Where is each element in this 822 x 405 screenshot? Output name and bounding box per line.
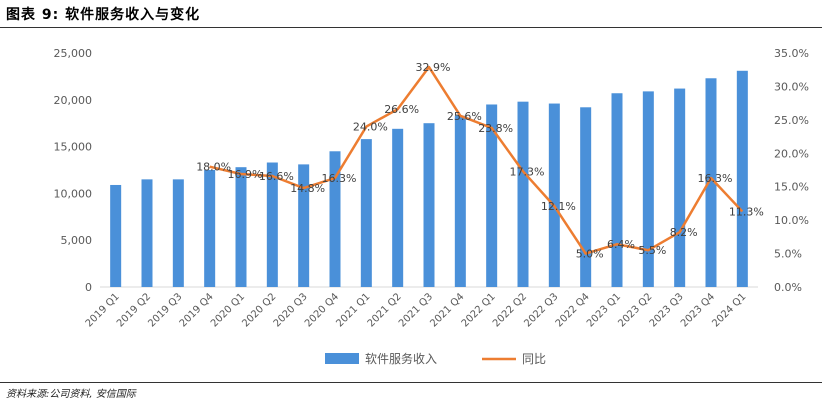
yoy-line bbox=[209, 65, 744, 255]
yoy-data-label: 25.6% bbox=[447, 110, 482, 123]
yoy-data-label: 14.8% bbox=[290, 182, 325, 195]
revenue-bar bbox=[642, 91, 654, 287]
yoy-data-label: 26.6% bbox=[384, 103, 419, 116]
revenue-bar bbox=[298, 164, 310, 287]
revenue-bar bbox=[580, 107, 592, 288]
revenue-bar bbox=[141, 179, 153, 287]
yoy-data-label: 18.0% bbox=[196, 161, 231, 174]
left-axis-tick: 25,000 bbox=[54, 47, 93, 60]
yoy-data-label: 16.3% bbox=[698, 172, 733, 185]
right-axis-tick: 5.0% bbox=[774, 248, 802, 261]
yoy-data-label: 5.0% bbox=[576, 248, 604, 261]
revenue-bar bbox=[266, 162, 278, 287]
yoy-data-label: 12.1% bbox=[541, 200, 576, 213]
title-divider bbox=[0, 27, 822, 28]
revenue-bar bbox=[736, 70, 748, 287]
revenue-bar bbox=[705, 78, 717, 287]
left-axis-tick: 10,000 bbox=[54, 187, 93, 200]
right-axis-tick: 25.0% bbox=[774, 114, 809, 127]
revenue-bar bbox=[204, 170, 216, 287]
yoy-data-label: 23.8% bbox=[478, 122, 513, 135]
yoy-data-label: 8.2% bbox=[670, 226, 698, 239]
yoy-data-label: 6.4% bbox=[607, 238, 635, 251]
yoy-data-label: 5.5% bbox=[638, 244, 666, 257]
right-axis-tick: 10.0% bbox=[774, 214, 809, 227]
yoy-data-label: 32.9% bbox=[416, 61, 451, 74]
yoy-data-label: 17.3% bbox=[510, 165, 545, 178]
revenue-bar bbox=[548, 103, 560, 287]
revenue-bar bbox=[517, 101, 529, 287]
revenue-bar bbox=[454, 115, 466, 287]
revenue-bar bbox=[329, 151, 341, 287]
right-axis-tick: 0.0% bbox=[774, 281, 802, 294]
revenue-bar bbox=[172, 179, 184, 287]
legend-bar-swatch bbox=[325, 353, 359, 364]
legend-line-label: 同比 bbox=[522, 352, 546, 366]
yoy-data-label: 24.0% bbox=[353, 121, 388, 134]
revenue-bar bbox=[611, 93, 623, 287]
revenue-bar bbox=[423, 123, 435, 287]
revenue-bar bbox=[486, 104, 498, 287]
revenue-bar bbox=[392, 128, 404, 287]
revenue-bar bbox=[235, 167, 247, 287]
right-axis-tick: 20.0% bbox=[774, 147, 809, 160]
revenue-bar bbox=[110, 184, 122, 287]
left-axis-tick: 0 bbox=[85, 281, 92, 294]
right-axis-tick: 35.0% bbox=[774, 47, 809, 60]
source-note: 资料来源:公司资料, 安信国际 bbox=[6, 389, 136, 400]
right-axis-tick: 15.0% bbox=[774, 181, 809, 194]
x-axis-tick: 2024 Q1 bbox=[710, 291, 748, 329]
left-axis-tick: 5,000 bbox=[61, 234, 93, 247]
left-axis-tick: 15,000 bbox=[54, 141, 93, 154]
source-divider bbox=[0, 382, 822, 383]
left-axis-tick: 20,000 bbox=[54, 94, 93, 107]
revenue-bar bbox=[360, 139, 372, 287]
revenue-bar bbox=[674, 88, 686, 288]
yoy-data-label: 16.9% bbox=[228, 168, 263, 181]
yoy-data-label: 16.3% bbox=[322, 172, 357, 185]
yoy-data-label: 16.6% bbox=[259, 170, 294, 183]
revenue-chart: 0 5,000 10,000 15,000 20,000 25,000 0.0% 5.0% 10… bbox=[54, 47, 809, 366]
yoy-data-label: 11.3% bbox=[729, 205, 764, 218]
figure-title: 图表 9: 软件服务收入与变化 bbox=[6, 7, 201, 23]
right-axis-tick: 30.0% bbox=[774, 80, 809, 93]
legend-bar-label: 软件服务收入 bbox=[365, 351, 437, 366]
